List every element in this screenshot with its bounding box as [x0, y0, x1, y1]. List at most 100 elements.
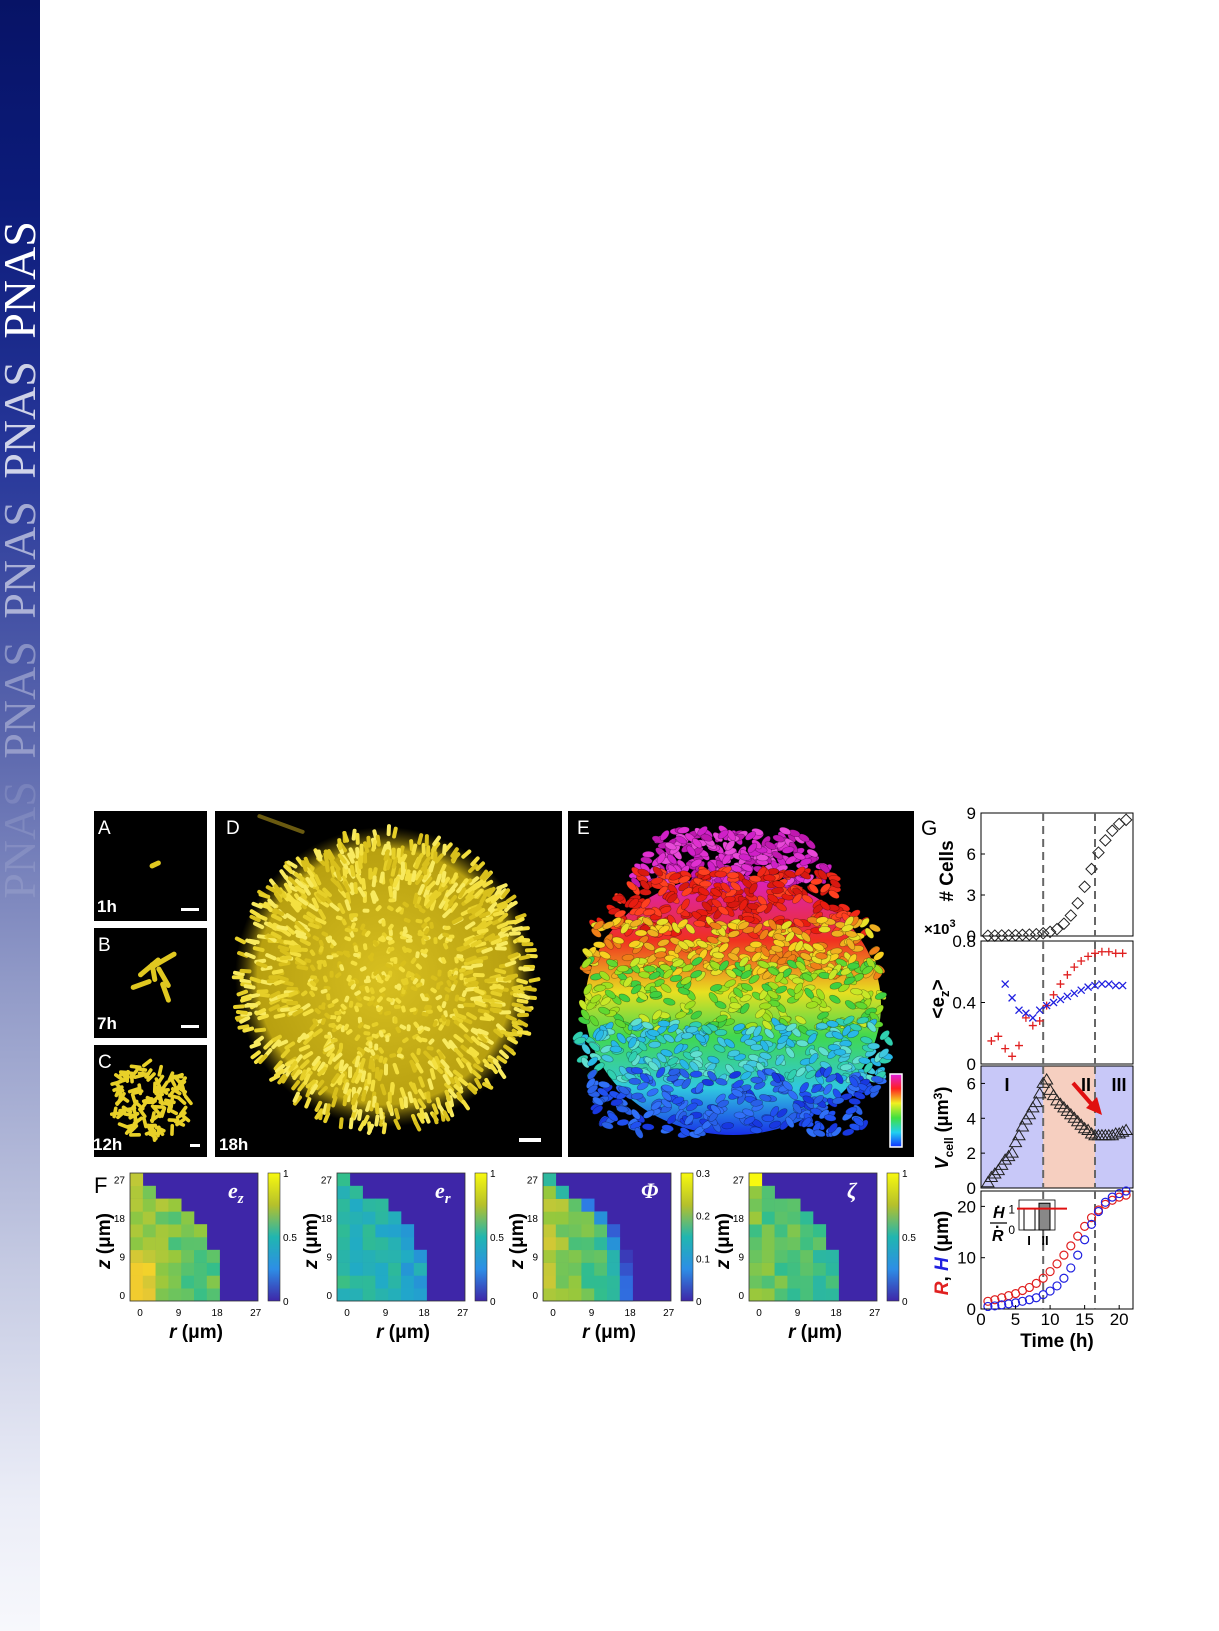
data-point: [1098, 833, 1112, 847]
time-xlabel: Time (h): [1020, 1331, 1094, 1352]
panel-b: B 7h: [94, 928, 207, 1038]
heatmap-3: Φ 0.3 0.2 0.1 0 0 0 9 9 18 18 27 27 r (μm) z (μm): [507, 1169, 710, 1343]
data-point: [1008, 993, 1017, 1002]
heatmap-colorbar: [886, 1172, 900, 1302]
journal-watermark: PNAS: [0, 781, 40, 899]
data-point: [1052, 1281, 1062, 1291]
data-point: [1066, 1241, 1076, 1251]
data-point: [990, 1301, 1000, 1311]
data-point: [1046, 1088, 1061, 1101]
cells-multiplier: ×103: [924, 918, 956, 938]
x-tick: 18: [212, 1308, 224, 1319]
data-point: [997, 1293, 1007, 1303]
data-point: [1066, 1263, 1076, 1273]
scale-bar-b: [181, 1025, 199, 1028]
y-tick: 9: [532, 1252, 538, 1263]
data-point: [1008, 1135, 1023, 1148]
time-plot-1: 9 6 3 0: [967, 804, 1134, 946]
data-point: [1032, 1086, 1047, 1099]
x-tick: 9: [176, 1308, 182, 1319]
heatmap-colorbar: [474, 1172, 488, 1302]
heatmap-colorbar: [267, 1172, 281, 1302]
data-point: [1015, 1041, 1023, 1050]
time-label-b: 7h: [97, 1014, 117, 1033]
x-tick: 20: [1110, 1310, 1129, 1329]
data-point: [990, 1295, 1000, 1305]
data-point: [1080, 1221, 1090, 1232]
colorbar-tick: 0.5: [490, 1233, 504, 1244]
data-point: [1022, 1107, 1037, 1120]
svg-text:·: ·: [996, 1199, 1001, 1216]
data-point: [1121, 1186, 1131, 1196]
journal-watermark: PNAS: [0, 501, 40, 619]
y-tick: 6: [967, 1074, 976, 1093]
data-point: [1038, 1290, 1048, 1300]
data-point: [1084, 983, 1093, 992]
colorbar-tick: 1: [902, 1169, 908, 1180]
ratio-inset: 10I IIH·R·: [990, 1199, 1067, 1248]
y-tick: 0.4: [952, 994, 976, 1013]
bacteria-cluster-b: [130, 951, 177, 1003]
data-point: [1024, 1295, 1034, 1305]
colorbar-tick: 0.5: [902, 1233, 916, 1244]
x-tick: 5: [1011, 1310, 1020, 1329]
data-point: [1005, 1146, 1019, 1158]
heatmap-4: ζ 1 0.5 0 0 0 9 9 18 18 27 27 r (μm) z (μm): [713, 1169, 916, 1343]
y-tick: 27: [114, 1175, 126, 1186]
data-point: [1080, 1235, 1090, 1245]
data-point: [1050, 922, 1064, 936]
y-tick: 27: [321, 1175, 333, 1186]
data-point: [984, 1170, 999, 1183]
data-point: [1119, 1123, 1133, 1135]
x-tick: 9: [589, 1308, 595, 1319]
colorbar-tick: 0.5: [283, 1233, 297, 1244]
data-point: [1119, 813, 1133, 827]
data-point: [1035, 1016, 1044, 1025]
data-point: [983, 1301, 993, 1312]
time-label-a: 1h: [97, 897, 117, 916]
data-point: [1070, 963, 1079, 972]
data-point: [987, 1036, 996, 1045]
data-point: [1001, 1149, 1016, 1162]
x-tick: 27: [663, 1308, 675, 1319]
data-point: [1015, 1120, 1030, 1132]
data-point: [1043, 1083, 1057, 1095]
plot-frame: [980, 1065, 1134, 1189]
data-point: [1086, 1213, 1097, 1223]
y-tick: 0: [738, 1291, 744, 1302]
y-tick: 9: [967, 804, 976, 823]
panel-d: D 18h: [215, 811, 562, 1157]
data-point: [1115, 1125, 1130, 1137]
x-tick: 9: [383, 1308, 389, 1319]
y-tick: 27: [527, 1175, 539, 1186]
panel-letter-f: F: [94, 1173, 107, 1198]
inset-tick: 1: [1008, 1203, 1015, 1217]
y-tick: 3: [967, 886, 976, 905]
phase-label: II: [1081, 1075, 1091, 1095]
data-point: [1049, 990, 1058, 999]
heatmap-xlabel: r (μm): [582, 1322, 636, 1343]
data-point: [981, 929, 995, 943]
heatmap-ylabel: z (μm): [507, 1213, 528, 1270]
data-point: [1056, 995, 1065, 1004]
data-point: [1004, 1299, 1014, 1309]
inset-bar-i: [1023, 1208, 1036, 1231]
data-point: [1012, 1128, 1026, 1141]
y-tick: 9: [326, 1252, 332, 1263]
panel-a: A 1h: [94, 811, 207, 921]
y-tick: 0: [326, 1291, 332, 1302]
time-plot-3: 6 4 2 0: [967, 1065, 1134, 1198]
time-label-c: 12h: [93, 1135, 122, 1154]
data-point: [1049, 998, 1058, 1007]
x-tick: 27: [250, 1308, 262, 1319]
data-point: [1031, 1278, 1041, 1288]
data-point: [1016, 928, 1029, 942]
heatmap-ylabel: z (μm): [713, 1213, 734, 1270]
data-point: [983, 1296, 993, 1306]
data-point: [1084, 1126, 1099, 1139]
data-point: [1118, 981, 1127, 990]
y-tick: 18: [321, 1214, 333, 1225]
data-point: [1045, 1286, 1055, 1296]
